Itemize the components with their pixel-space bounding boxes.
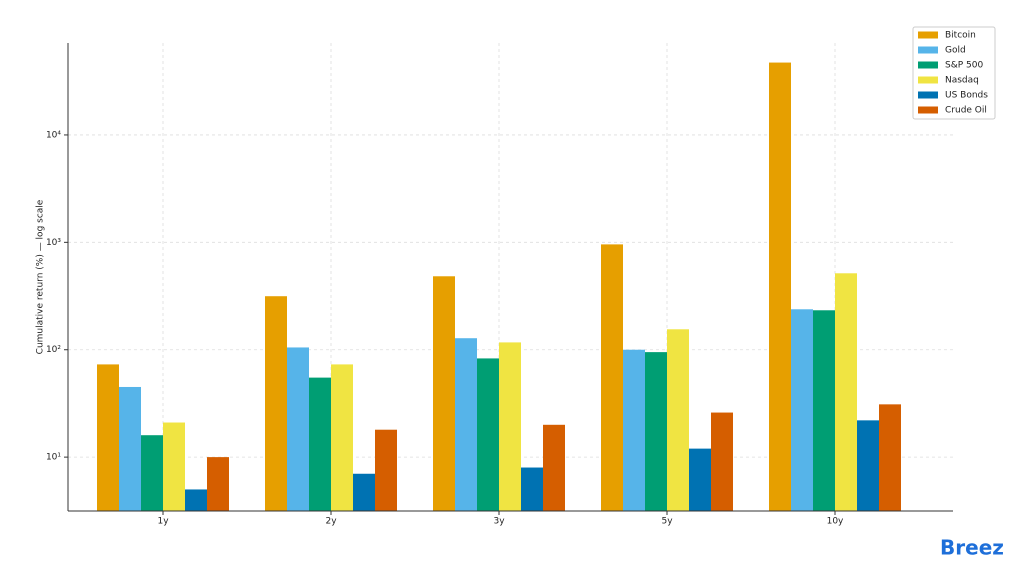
- bar: [477, 358, 499, 511]
- bar: [265, 296, 287, 511]
- bar: [623, 349, 645, 511]
- legend-label: Nasdaq: [945, 76, 979, 86]
- bar: [185, 489, 207, 511]
- bar: [689, 448, 711, 511]
- bar: [163, 422, 185, 511]
- legend-label: S&P 500: [945, 61, 983, 71]
- legend-label: US Bonds: [945, 91, 988, 101]
- legend-swatch: [918, 106, 938, 114]
- bar: [667, 329, 689, 511]
- y-tick-label: 10⁴: [46, 130, 61, 140]
- bar: [97, 364, 119, 511]
- bar: [791, 309, 813, 511]
- bar: [207, 457, 229, 511]
- legend-swatch: [918, 91, 938, 99]
- bar: [645, 352, 667, 511]
- legend-swatch: [918, 46, 938, 54]
- y-axis-label: Cumulative return (%) — log scale: [36, 199, 46, 354]
- y-tick-label: 10²: [46, 345, 61, 355]
- bar: [119, 386, 141, 511]
- bar: [857, 420, 879, 511]
- x-tick-label: 10y: [827, 517, 844, 527]
- bar: [331, 364, 353, 511]
- bar: [813, 310, 835, 511]
- y-tick-label: 10³: [46, 238, 61, 248]
- bar: [521, 467, 543, 511]
- bar: [499, 342, 521, 511]
- x-tick-label: 2y: [325, 517, 337, 527]
- legend-swatch: [918, 76, 938, 84]
- bar: [375, 429, 397, 511]
- bar: [309, 377, 331, 511]
- x-tick-label: 3y: [493, 517, 505, 527]
- legend-label: Crude Oil: [945, 106, 987, 116]
- bar: [835, 273, 857, 511]
- bar: [455, 338, 477, 511]
- bar: [601, 244, 623, 511]
- legend-swatch: [918, 31, 938, 39]
- legend-label: Bitcoin: [945, 31, 976, 41]
- logo: Breez: [940, 536, 1004, 560]
- bar: [711, 412, 733, 511]
- bar: [879, 404, 901, 511]
- y-tick-label: 10¹: [46, 453, 61, 463]
- bar: [543, 424, 565, 511]
- bar: [141, 435, 163, 511]
- x-tick-label: 1y: [157, 517, 169, 527]
- bar: [287, 347, 309, 511]
- legend-label: Gold: [945, 46, 966, 56]
- legend-swatch: [918, 61, 938, 69]
- bar: [353, 473, 375, 511]
- x-tick-label: 5y: [661, 517, 673, 527]
- bar: [769, 62, 791, 511]
- bar: [433, 276, 455, 511]
